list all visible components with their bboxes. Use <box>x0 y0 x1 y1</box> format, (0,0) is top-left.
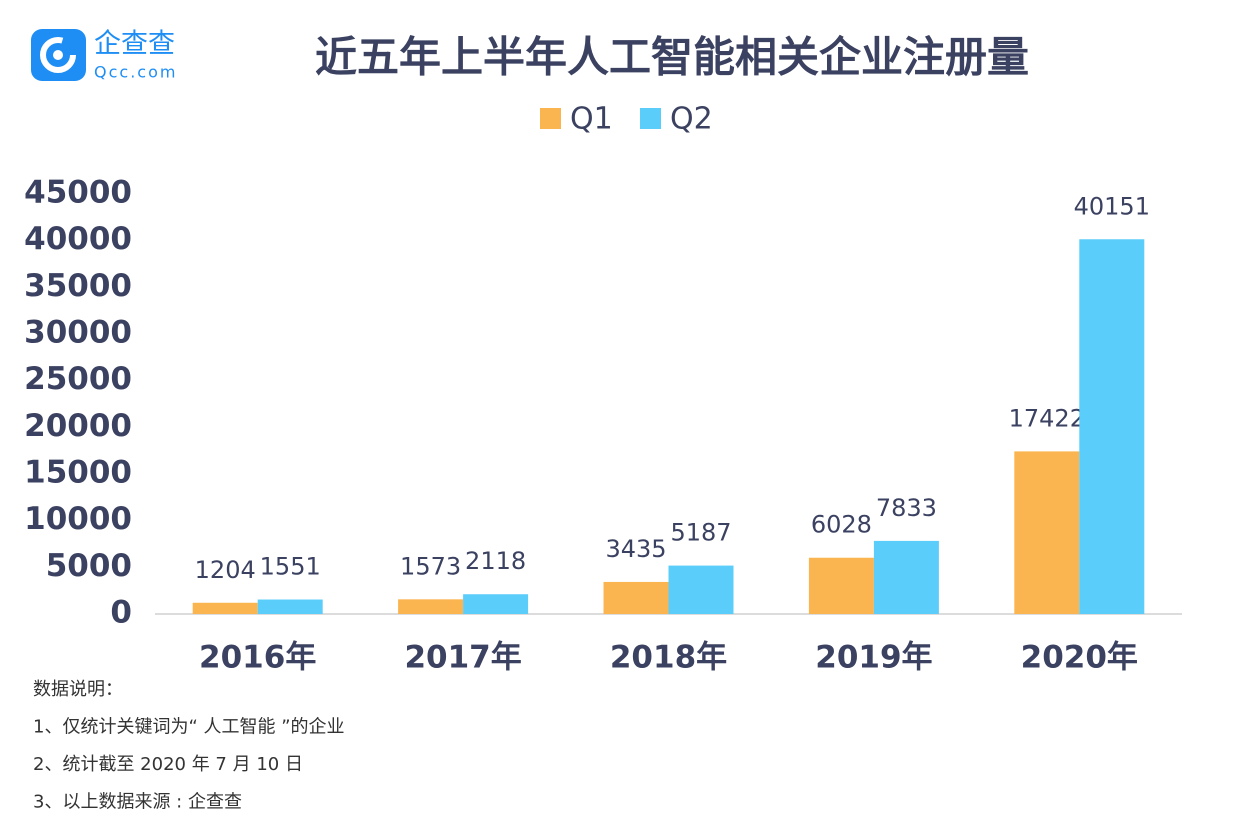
legend-label: Q1 <box>570 102 613 137</box>
bar <box>808 557 874 614</box>
logo-icon-c <box>40 37 76 73</box>
data-label: 7833 <box>876 494 937 522</box>
x-tick-label: 2016年 <box>199 640 316 676</box>
x-tick-label: 2019年 <box>815 640 932 676</box>
y-tick-label: 10000 <box>24 501 132 537</box>
note: 1、仅统计关键词为“ 人工智能 ”的企业 <box>33 717 345 738</box>
y-tick-label: 20000 <box>24 408 132 444</box>
y-tick-label: 40000 <box>24 221 132 257</box>
data-label: 1551 <box>260 553 321 581</box>
note: 3、以上数据来源 : 企查查 <box>33 792 242 813</box>
x-tick-label: 2020年 <box>1021 640 1138 676</box>
y-tick-label: 45000 <box>24 175 132 211</box>
data-label: 1573 <box>400 552 461 580</box>
bar <box>192 602 258 614</box>
bar <box>1079 239 1145 615</box>
legend-swatch <box>640 108 661 129</box>
data-label: 6028 <box>811 511 872 539</box>
y-tick-label: 0 <box>110 595 132 631</box>
bar <box>1014 451 1080 614</box>
data-label: 3435 <box>605 535 666 563</box>
bar <box>873 540 939 614</box>
data-label: 2118 <box>465 547 526 575</box>
x-tick-label: 2018年 <box>610 640 727 676</box>
bar <box>398 599 464 614</box>
y-tick-label: 5000 <box>46 548 132 584</box>
data-label: 40151 <box>1074 192 1150 220</box>
logo-icon-dot <box>53 50 63 60</box>
logo: 企查查 Qcc.com <box>31 29 177 82</box>
bar <box>668 565 734 614</box>
logo-domain: Qcc.com <box>94 63 177 82</box>
bar <box>463 594 529 614</box>
legend-swatch <box>540 108 561 129</box>
note: 2、统计截至 2020 年 7 月 10 日 <box>33 754 303 775</box>
y-tick-label: 25000 <box>24 361 132 397</box>
data-label: 17422 <box>1009 404 1085 432</box>
bar <box>603 581 669 614</box>
legend-label: Q2 <box>670 102 713 137</box>
chart-title: 近五年上半年人工智能相关企业注册量 <box>315 33 1029 82</box>
logo-name: 企查查 <box>94 29 175 60</box>
data-label: 1204 <box>195 556 256 584</box>
bar <box>257 599 323 614</box>
y-tick-label: 15000 <box>24 455 132 491</box>
data-label: 5187 <box>670 519 731 547</box>
x-tick-label: 2017年 <box>404 640 521 676</box>
y-tick-label: 30000 <box>24 315 132 351</box>
y-tick-label: 35000 <box>24 268 132 304</box>
note: 数据说明： <box>33 679 123 700</box>
